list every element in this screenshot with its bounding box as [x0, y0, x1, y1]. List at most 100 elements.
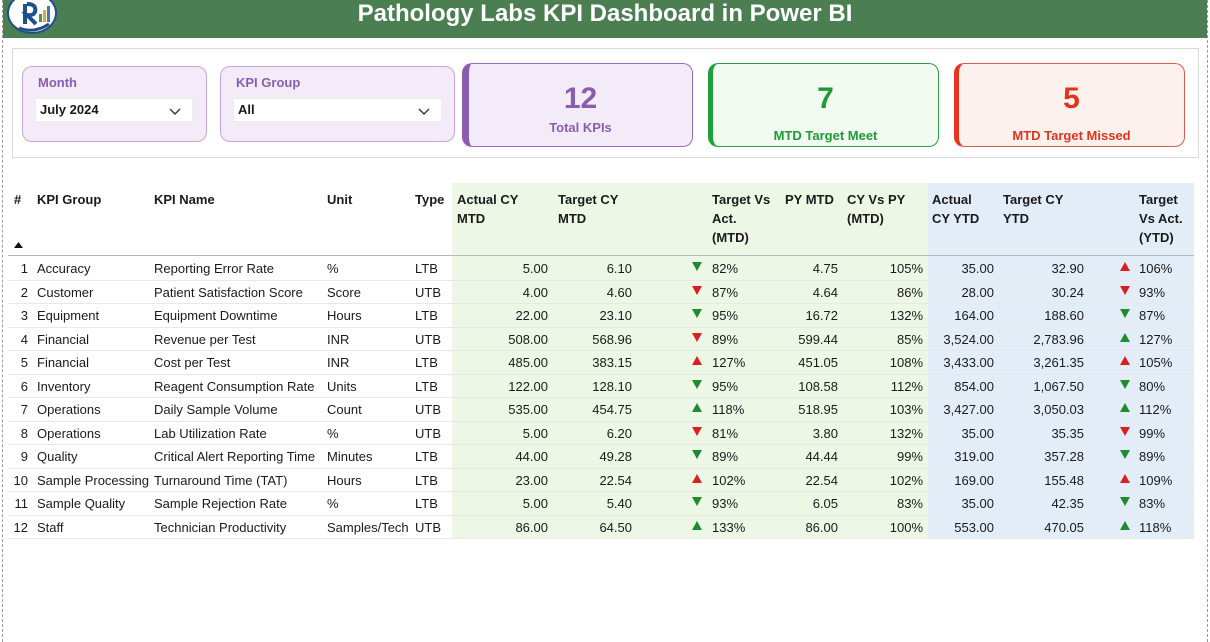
- cy-vs-py-mtd-cell: 132%: [889, 425, 923, 441]
- py-mtd-cell: 6.05: [812, 496, 838, 511]
- row-divider: [8, 467, 1194, 469]
- py-mtd-cell: 451.05: [798, 355, 838, 370]
- row-divider: [8, 279, 1194, 281]
- actual-cy-mtd-cell: 5.00: [522, 261, 548, 276]
- row-number: 5: [20, 355, 28, 370]
- row-number: 1: [20, 261, 28, 276]
- row-divider: [8, 514, 1194, 516]
- unit-cell: Samples/Tech: [327, 519, 409, 535]
- type-cell: UTB: [415, 284, 441, 300]
- target-vs-act-ytd-cell: 105%: [1139, 355, 1173, 370]
- py-mtd-cell: 44.44: [805, 449, 838, 464]
- header-line: MTD: [558, 211, 587, 226]
- col-header-actual-cy-ytd[interactable]: Actual CY YTD: [932, 190, 979, 228]
- triangle-down-icon: [692, 378, 702, 395]
- header-line: (YTD): [1139, 230, 1174, 245]
- header-line: Target CY: [558, 192, 619, 207]
- table-row[interactable]: 4 Financial Revenue per Test INR UTB 508.00 56…: [8, 328, 1194, 351]
- triangle-up-icon: [1120, 472, 1130, 489]
- table-row[interactable]: 11 Sample Quality Sample Rejection Rate% LT…: [8, 492, 1194, 516]
- total-kpis-card: 12 Total KPIs: [462, 63, 693, 147]
- row-divider: [8, 491, 1194, 492]
- col-header-target-cy-mtd[interactable]: Target CY MTD: [558, 190, 618, 228]
- kpi-group-cell: Inventory: [37, 378, 91, 394]
- actual-cy-mtd-cell: 44.00: [515, 449, 548, 464]
- target-vs-act-ytd-cell: 87%: [1139, 308, 1166, 323]
- cy-vs-py-mtd-cell: 83%: [896, 496, 923, 511]
- month-slicer: Month July 2024: [22, 66, 207, 142]
- target-cy-ytd-cell: 42.35: [1051, 496, 1084, 511]
- type-cell: UTB: [415, 331, 441, 347]
- actual-cy-ytd-cell: 553.00: [954, 519, 994, 535]
- py-mtd-cell: 599.44: [798, 331, 838, 347]
- total-kpis-caption: Total KPIs: [549, 120, 612, 135]
- target-cy-mtd-cell: 383.15: [592, 355, 632, 370]
- actual-cy-ytd-cell: 3,524.00: [943, 331, 994, 347]
- col-header-actual-cy-mtd[interactable]: Actual CY MTD: [457, 190, 518, 228]
- triangle-down-icon: [1120, 425, 1130, 442]
- kpi-name-cell: Revenue per Test: [154, 331, 256, 347]
- table-row[interactable]: 2 Customer Patient Satisfaction Score Score…: [8, 281, 1194, 304]
- kpi-group-dropdown[interactable]: All: [233, 98, 442, 122]
- triangle-up-icon: [1120, 519, 1130, 536]
- actual-cy-mtd-cell: 4.00: [522, 284, 548, 300]
- triangle-up-icon: [692, 519, 702, 536]
- col-header-py-mtd[interactable]: PY MTD: [785, 192, 834, 207]
- ytd-column-band: [928, 183, 1194, 538]
- triangle-up-icon: [1120, 331, 1130, 348]
- mtd-target-missed-caption: MTD Target Missed: [1012, 128, 1131, 143]
- cy-vs-py-mtd-cell: 112%: [890, 378, 923, 394]
- target-vs-act-mtd-cell: 87%: [712, 284, 739, 300]
- triangle-down-icon: [1120, 448, 1130, 465]
- kpi-name-cell: Patient Satisfaction Score: [154, 284, 303, 300]
- col-header-type[interactable]: Type: [415, 192, 445, 207]
- kpi-group-slicer: KPI Group All: [220, 66, 455, 142]
- triangle-up-icon: [1120, 354, 1130, 371]
- target-cy-ytd-cell: 35.35: [1051, 425, 1084, 441]
- header-line: Actual CY: [457, 192, 519, 207]
- col-header-kpi-name[interactable]: KPI Name: [154, 192, 215, 207]
- triangle-down-icon: [692, 331, 702, 348]
- col-header-target-vs-act-mtd[interactable]: Target Vs Act. (MTD): [712, 190, 770, 247]
- unit-cell: Hours: [327, 308, 362, 323]
- col-header-cy-vs-py-mtd[interactable]: CY Vs PY (MTD): [847, 190, 905, 228]
- sort-ascending-icon[interactable]: [14, 240, 23, 250]
- col-header-target-cy-ytd[interactable]: Target CY YTD: [1003, 190, 1063, 228]
- header-divider: [8, 255, 1194, 256]
- table-row[interactable]: 3 Equipment Equipment Downtime Hours LTB 22.0…: [8, 304, 1194, 328]
- unit-cell: INR: [327, 355, 350, 370]
- table-row[interactable]: 9 Quality Critical Alert Reporting Time Min…: [8, 445, 1194, 469]
- kpi-name-cell: Technician Productivity: [154, 519, 287, 535]
- table-row[interactable]: 7 Operations Daily Sample Volume Count UTB 53…: [8, 398, 1194, 422]
- actual-cy-mtd-cell: 508.00: [508, 331, 548, 347]
- row-divider: [8, 350, 1194, 351]
- type-cell: LTB: [415, 261, 438, 276]
- company-logo: [7, 0, 57, 34]
- col-header-kpi-group[interactable]: KPI Group: [37, 192, 102, 207]
- col-header-number[interactable]: #: [14, 192, 22, 207]
- unit-cell: Units: [327, 378, 357, 394]
- header-line: Actual: [932, 192, 972, 207]
- table-row[interactable]: 5 Financial Cost per Test INR LTB 485.00 383.1…: [8, 351, 1194, 375]
- table-row[interactable]: 8 Operations Lab Utilization Rate% UTB 5.00 6…: [8, 422, 1194, 445]
- target-vs-act-ytd-cell: 99%: [1139, 425, 1166, 441]
- row-number: 8: [20, 425, 28, 441]
- py-mtd-cell: 86.00: [805, 519, 838, 535]
- col-header-unit[interactable]: Unit: [327, 192, 353, 207]
- table-row[interactable]: 12 Staff Technician Productivity Samples/Te…: [8, 516, 1194, 539]
- col-header-target-vs-act-ytd[interactable]: Target Vs Act. (YTD): [1139, 190, 1183, 247]
- month-slicer-label: Month: [38, 75, 77, 90]
- kpi-group-cell: Financial: [37, 355, 90, 370]
- month-dropdown[interactable]: July 2024: [35, 98, 193, 122]
- row-divider: [8, 444, 1194, 445]
- type-cell: LTB: [415, 496, 438, 511]
- table-row[interactable]: 6 Inventory Reagent Consumption Rate Units L…: [8, 375, 1194, 398]
- cy-vs-py-mtd-cell: 105%: [889, 261, 923, 276]
- table-row[interactable]: 10 Sample Processing Turnaround Time (TAT)…: [8, 469, 1194, 492]
- page-title: Pathology Labs KPI Dashboard in Power BI: [357, 0, 853, 27]
- table-row[interactable]: 1 Accuracy Reporting Error Rate% LTB 5.00 6.1…: [8, 257, 1194, 281]
- mtd-column-band: [452, 183, 928, 538]
- py-mtd-cell: 3.80: [812, 425, 838, 441]
- row-divider: [8, 420, 1194, 422]
- cy-vs-py-mtd-cell: 102%: [889, 472, 923, 488]
